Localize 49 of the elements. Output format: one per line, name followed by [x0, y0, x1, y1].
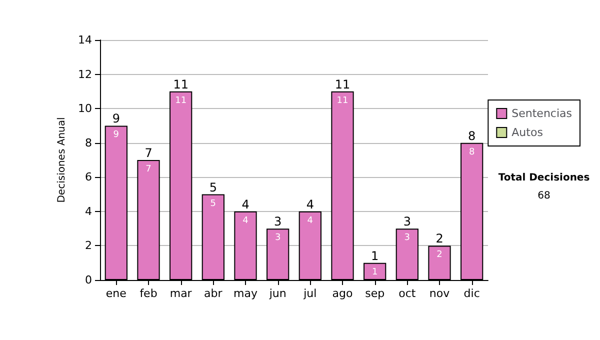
data-label: 11: [175, 96, 187, 106]
x-tick-label: abr: [204, 287, 223, 300]
total-label: 4: [242, 197, 250, 212]
total-label: 2: [436, 232, 444, 246]
y-tick-label: 6: [85, 170, 92, 184]
data-label: 5: [210, 198, 216, 209]
x-tick-label: jun: [268, 287, 286, 300]
data-label: 8: [468, 147, 475, 158]
total-label: 4: [306, 197, 314, 212]
y-tick-label: 8: [85, 136, 92, 150]
x-tick-label: jul: [302, 287, 317, 300]
y-tick-label: 4: [85, 204, 92, 218]
x-tick-label: nov: [429, 287, 450, 300]
data-label: 1: [372, 267, 378, 278]
data-label: 4: [307, 216, 314, 226]
y-tick-label: 10: [78, 102, 92, 116]
data-label: 3: [404, 233, 410, 244]
total-label: 3: [403, 214, 411, 229]
total-label: 1: [371, 248, 379, 263]
total-label: 11: [173, 77, 188, 92]
x-tick-label: mar: [170, 287, 192, 300]
x-tick-label: feb: [140, 287, 158, 300]
y-tick-label: 0: [85, 274, 92, 286]
x-tick-label: ago: [332, 287, 353, 300]
y-tick-label: 2: [85, 239, 92, 252]
x-tick-label: dic: [464, 287, 480, 300]
data-label: 11: [336, 96, 348, 106]
y-axis-title: Decisiones Anual: [56, 117, 68, 203]
y-tick-label: 14: [78, 34, 92, 46]
total-label: 5: [209, 180, 217, 194]
total-label: 11: [334, 77, 350, 92]
total-label: 9: [112, 112, 120, 126]
text: Total Decisiones: [498, 172, 590, 184]
x-tick-label: ene: [106, 287, 127, 300]
data-label: 9: [113, 130, 120, 140]
data-label: 7: [146, 164, 152, 174]
legend-label: Sentencias: [512, 107, 572, 120]
legend-label: Autos: [512, 126, 544, 139]
data-label: 4: [242, 216, 249, 226]
x-tick-label: sep: [365, 287, 385, 300]
total-label: 3: [274, 214, 282, 229]
data-label: 3: [274, 233, 281, 244]
y-tick-label: 12: [78, 68, 92, 81]
x-tick-label: may: [234, 287, 258, 300]
data-label: 2: [436, 250, 442, 260]
text: 68: [538, 190, 550, 202]
x-tick-label: oct: [398, 287, 416, 300]
total-label: 8: [468, 128, 476, 143]
total-label: 7: [144, 146, 152, 160]
